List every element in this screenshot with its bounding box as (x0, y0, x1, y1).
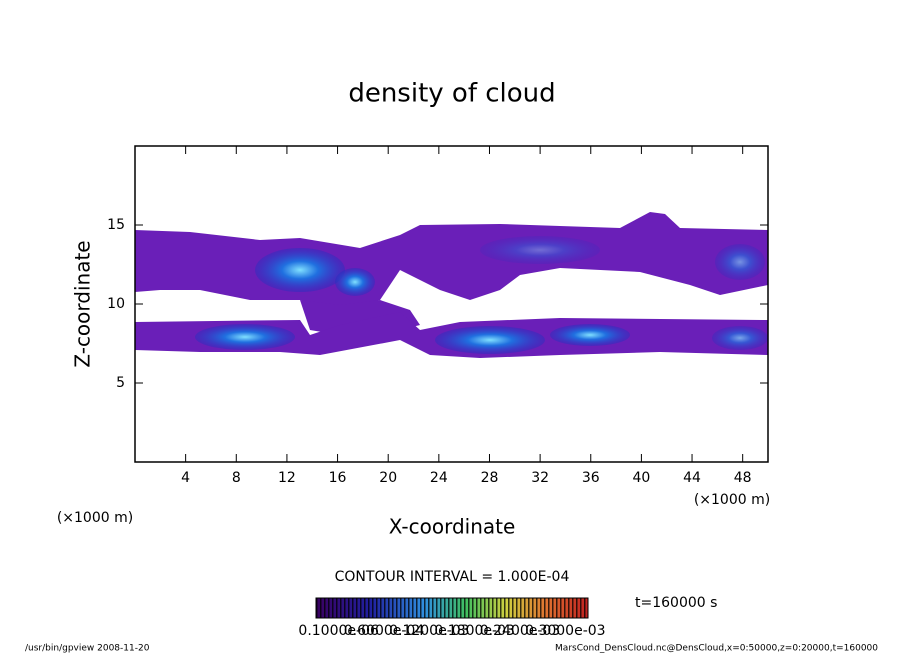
cloud-core (712, 326, 768, 350)
footer-right: MarsCond_DensCloud.nc@DensCloud,x=0:5000… (555, 644, 878, 654)
colorbar-label: 0.6000e-04 (344, 623, 425, 639)
x-tick-label: 4 (181, 470, 190, 486)
cloud-core (435, 326, 545, 354)
x-tick-label: 16 (329, 470, 347, 486)
x-axis-label: X-coordinate (389, 515, 516, 539)
x-tick-label: 12 (278, 470, 296, 486)
x-tick-label: 32 (531, 470, 549, 486)
chart-title: density of cloud (348, 79, 555, 109)
cloud-core (480, 236, 600, 264)
colorbar-stripes (315, 597, 589, 619)
colorbar-label: 0.1800e-03 (434, 623, 514, 639)
cloud-core (255, 248, 345, 292)
x-tick-label: 40 (632, 470, 650, 486)
cloud-core (335, 268, 375, 296)
cloud-core (715, 244, 765, 280)
cloud-core (550, 324, 630, 346)
footer-left: /usr/bin/gpview 2008-11-20 (25, 644, 150, 654)
x-tick-label: 28 (481, 470, 499, 486)
y-tick-label: 10 (107, 296, 125, 312)
x-tick-label: 24 (430, 470, 448, 486)
y-axis-label: Z-coordinate (71, 240, 95, 367)
time-label: t=160000 s (635, 595, 717, 611)
colorbar-label: 0.3000e-03 (525, 623, 605, 639)
x-tick-label: 36 (582, 470, 600, 486)
x-unit: (×1000 m) (57, 510, 133, 526)
x-tick-label: 44 (683, 470, 701, 486)
x-tick-label: 8 (232, 470, 241, 486)
x-tick-label: 48 (734, 470, 752, 486)
colorbar-label: 0.1200e-03 (389, 623, 469, 639)
cloud-core (195, 324, 295, 350)
y-tick-label: 5 (116, 375, 125, 391)
cloud-field (135, 212, 768, 358)
contour-interval: CONTOUR INTERVAL = 1.000E-04 (335, 569, 570, 585)
x-tick-label: 20 (379, 470, 397, 486)
y-tick-label: 15 (107, 217, 125, 233)
colorbar-label: 0.1000e-06 (298, 623, 379, 639)
x-unit: (×1000 m) (694, 492, 770, 508)
cloud-band-upper (135, 212, 768, 310)
plot-frame (134, 145, 769, 463)
colorbar-label: 0.2400e-03 (480, 623, 560, 639)
